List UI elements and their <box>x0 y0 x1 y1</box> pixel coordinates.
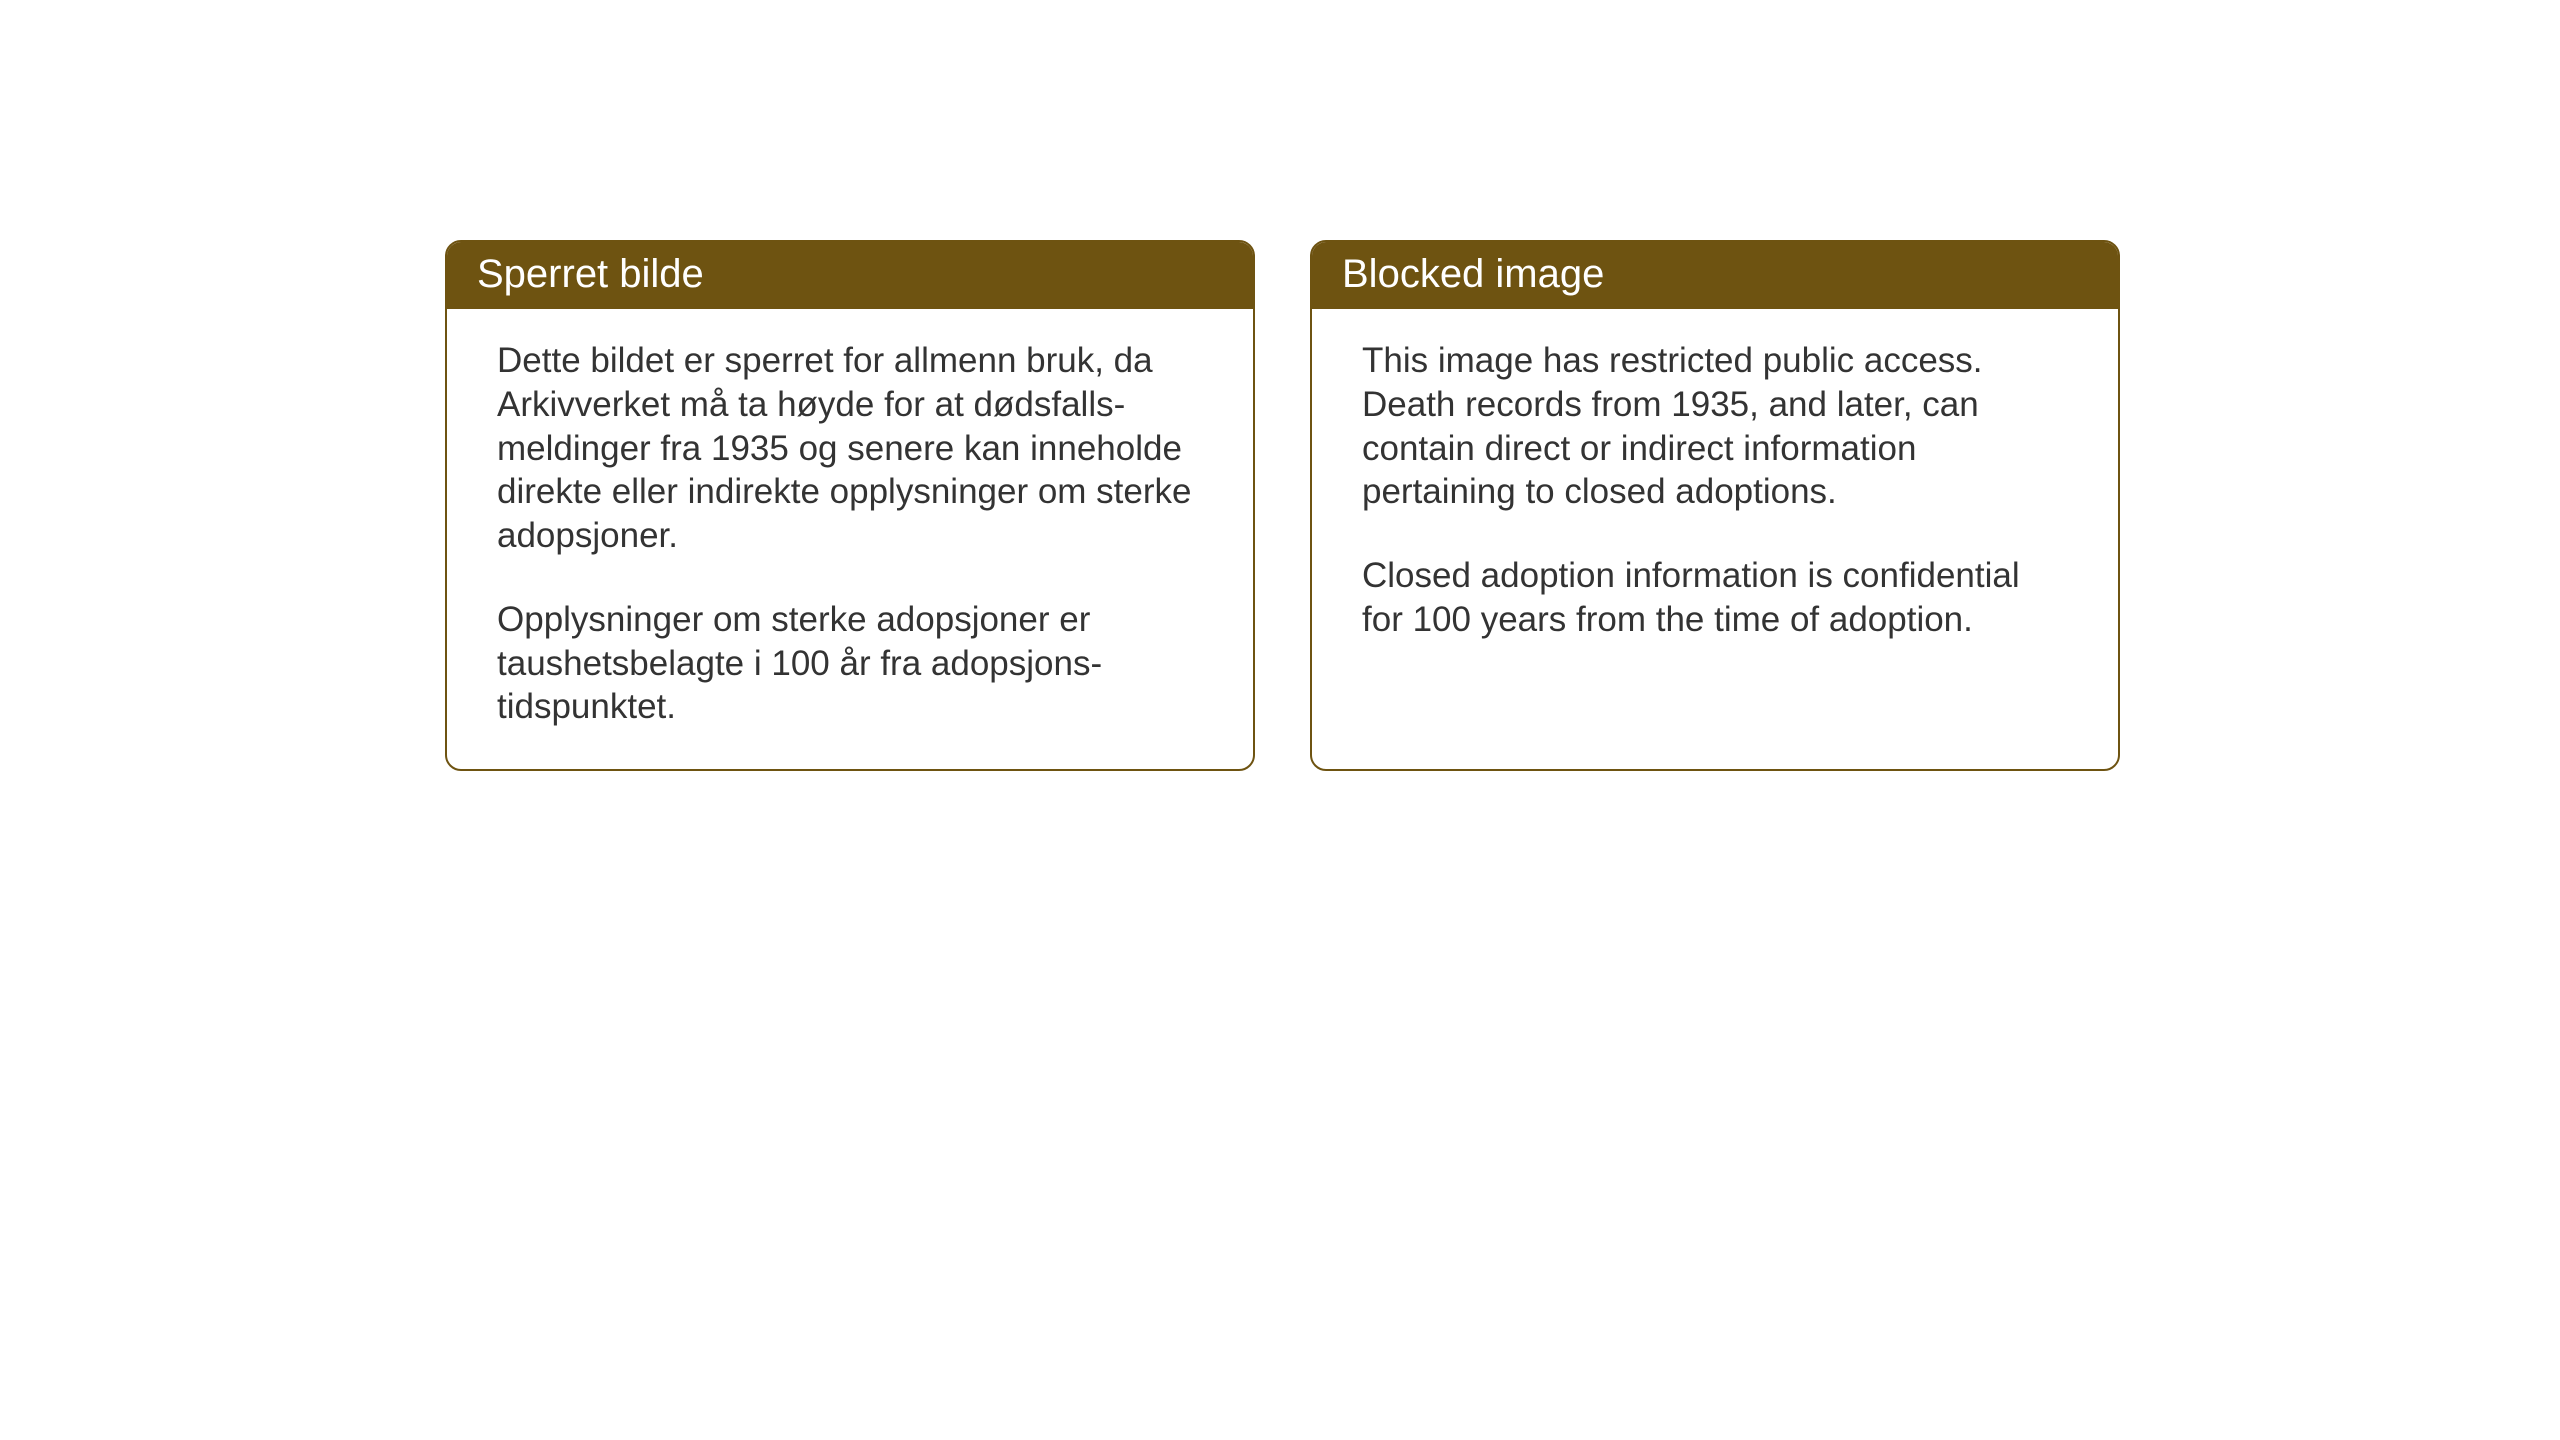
notice-header-norwegian: Sperret bilde <box>447 242 1253 309</box>
notice-paragraph: Opplysninger om sterke adopsjoner er tau… <box>497 598 1203 729</box>
notice-header-english: Blocked image <box>1312 242 2118 309</box>
notice-card-norwegian: Sperret bilde Dette bildet er sperret fo… <box>445 240 1255 771</box>
notice-container: Sperret bilde Dette bildet er sperret fo… <box>445 240 2120 771</box>
notice-body-english: This image has restricted public access.… <box>1312 309 2118 682</box>
notice-body-norwegian: Dette bildet er sperret for allmenn bruk… <box>447 309 1253 769</box>
notice-card-english: Blocked image This image has restricted … <box>1310 240 2120 771</box>
notice-paragraph: Closed adoption information is confident… <box>1362 554 2068 642</box>
notice-paragraph: Dette bildet er sperret for allmenn bruk… <box>497 339 1203 558</box>
notice-paragraph: This image has restricted public access.… <box>1362 339 2068 514</box>
